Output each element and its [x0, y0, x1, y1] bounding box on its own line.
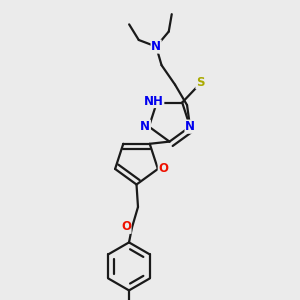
Text: NH: NH	[144, 94, 164, 107]
Text: S: S	[196, 76, 204, 88]
Text: O: O	[158, 162, 168, 175]
Text: N: N	[140, 120, 150, 133]
Text: N: N	[185, 120, 195, 133]
Text: N: N	[151, 40, 161, 53]
Text: O: O	[121, 220, 131, 233]
